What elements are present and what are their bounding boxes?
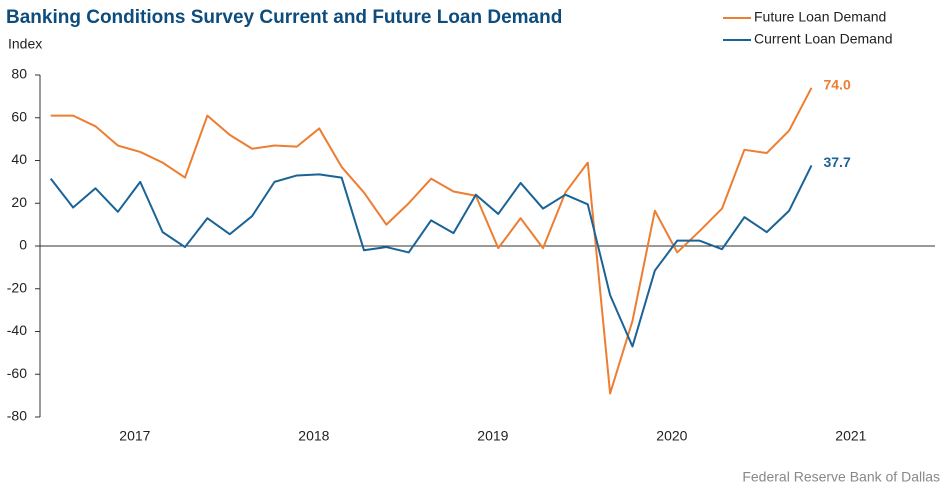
value-label: 37.7 xyxy=(823,154,850,170)
y-tick-label: 20 xyxy=(11,194,27,210)
y-tick-label: -60 xyxy=(7,365,27,381)
series-line xyxy=(49,164,813,348)
legend-label: Future Loan Demand xyxy=(754,9,886,25)
series-line xyxy=(50,87,813,395)
y-tick-label: -40 xyxy=(7,322,27,338)
y-axis-label: Index xyxy=(8,36,42,52)
chart-title: Banking Conditions Survey Current and Fu… xyxy=(6,7,562,28)
source: Federal Reserve Bank of Dallas xyxy=(742,469,940,485)
x-tick-label: 2019 xyxy=(477,428,508,444)
y-tick-label: -20 xyxy=(7,279,27,295)
y-tick-label: -80 xyxy=(7,408,27,424)
x-tick-label: 2020 xyxy=(656,428,687,444)
value-label: 74.0 xyxy=(823,77,850,93)
legend-label: Current Loan Demand xyxy=(754,31,893,47)
y-tick-label: 40 xyxy=(11,151,27,167)
x-tick-label: 2018 xyxy=(298,428,329,444)
x-tick-label: 2021 xyxy=(835,428,866,444)
y-tick-label: 80 xyxy=(11,66,27,82)
y-tick-label: 60 xyxy=(11,108,27,124)
x-tick-label: 2017 xyxy=(119,428,150,444)
y-tick-label: 0 xyxy=(19,237,27,253)
